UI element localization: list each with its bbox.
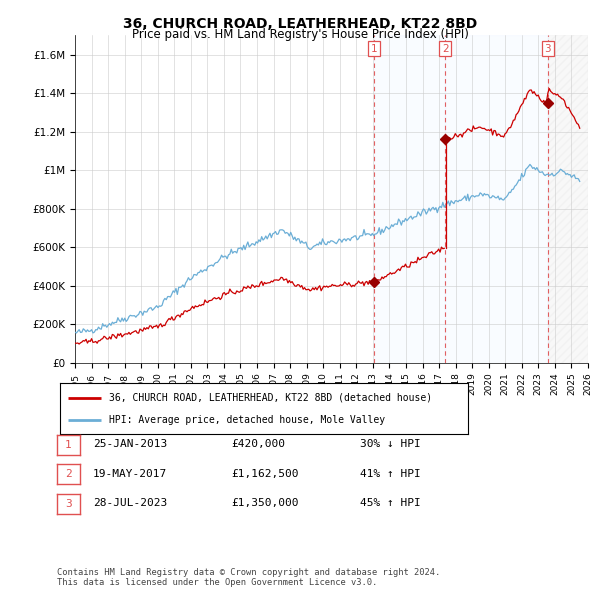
- Text: 45% ↑ HPI: 45% ↑ HPI: [360, 499, 421, 508]
- Text: 28-JUL-2023: 28-JUL-2023: [93, 499, 167, 508]
- Text: 41% ↑ HPI: 41% ↑ HPI: [360, 469, 421, 478]
- Text: Contains HM Land Registry data © Crown copyright and database right 2024.
This d: Contains HM Land Registry data © Crown c…: [57, 568, 440, 587]
- Bar: [445, 35, 548, 363]
- Text: 30% ↓ HPI: 30% ↓ HPI: [360, 440, 421, 449]
- Text: £420,000: £420,000: [231, 440, 285, 449]
- Text: 36, CHURCH ROAD, LEATHERHEAD, KT22 8BD: 36, CHURCH ROAD, LEATHERHEAD, KT22 8BD: [123, 17, 477, 31]
- Text: £1,350,000: £1,350,000: [231, 499, 299, 508]
- Bar: [548, 35, 588, 363]
- Text: 1: 1: [65, 440, 72, 450]
- Bar: [374, 35, 445, 363]
- Text: £1,162,500: £1,162,500: [231, 469, 299, 478]
- Text: 1: 1: [371, 44, 377, 54]
- Text: 3: 3: [65, 499, 72, 509]
- Text: 25-JAN-2013: 25-JAN-2013: [93, 440, 167, 449]
- Text: Price paid vs. HM Land Registry's House Price Index (HPI): Price paid vs. HM Land Registry's House …: [131, 28, 469, 41]
- Text: 3: 3: [544, 44, 551, 54]
- Text: 2: 2: [442, 44, 449, 54]
- Text: 19-MAY-2017: 19-MAY-2017: [93, 469, 167, 478]
- Text: 36, CHURCH ROAD, LEATHERHEAD, KT22 8BD (detached house): 36, CHURCH ROAD, LEATHERHEAD, KT22 8BD (…: [109, 392, 432, 402]
- Text: 2: 2: [65, 470, 72, 479]
- Text: HPI: Average price, detached house, Mole Valley: HPI: Average price, detached house, Mole…: [109, 415, 385, 425]
